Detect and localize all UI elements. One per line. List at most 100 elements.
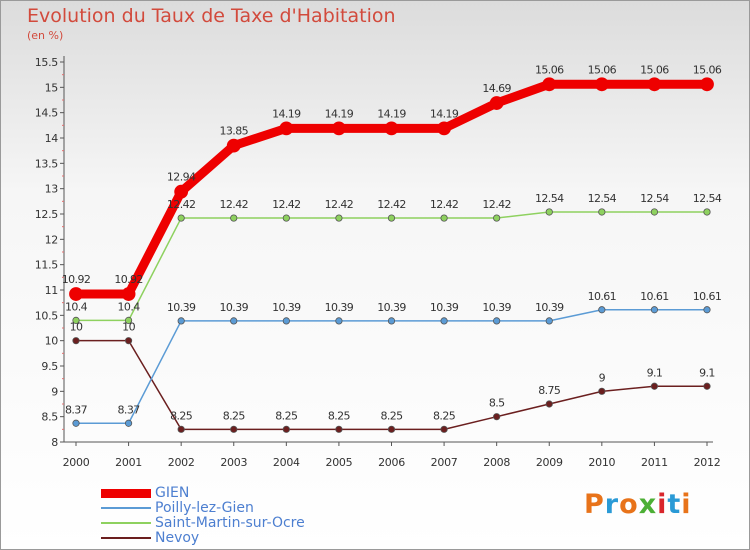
data-point: [703, 382, 711, 390]
x-tick-label: 2000: [63, 456, 90, 469]
legend-swatch: [101, 489, 151, 498]
x-tick-label: 2004: [273, 456, 300, 469]
data-point: [332, 121, 346, 136]
legend-swatch: [101, 522, 151, 524]
y-tick-label: 14: [45, 132, 59, 145]
data-point: [335, 425, 343, 433]
data-label: 13.85: [220, 125, 249, 138]
data-label: 8.25: [275, 409, 298, 422]
data-point: [493, 317, 501, 325]
data-label: 12.42: [220, 198, 249, 211]
data-point: [542, 77, 557, 92]
data-point: [703, 306, 711, 314]
data-point: [72, 337, 80, 345]
data-point: [647, 77, 662, 92]
data-label: 10.61: [588, 290, 617, 303]
data-point: [437, 121, 451, 136]
y-tick-label: 8.5: [41, 411, 58, 424]
legend-label: GIEN: [155, 485, 190, 501]
data-point: [177, 425, 185, 433]
data-label: 12.54: [693, 192, 722, 205]
legend-label: Nevoy: [155, 530, 200, 546]
data-point: [493, 214, 501, 222]
data-point: [598, 306, 606, 314]
data-label: 12.54: [640, 192, 669, 205]
data-label: 12.42: [272, 198, 301, 211]
data-label: 10.39: [377, 301, 406, 314]
data-point: [230, 425, 238, 433]
data-label: 9: [599, 371, 606, 384]
data-point: [440, 425, 448, 433]
logo-letter: P: [584, 489, 605, 520]
data-label: 8.37: [118, 403, 141, 416]
data-point: [282, 317, 290, 325]
logo-letter: x: [638, 489, 658, 520]
data-label: 14.19: [377, 107, 406, 120]
chart-title: Evolution du Taux de Taxe d'Habitation: [27, 5, 396, 27]
data-label: 8.37: [65, 403, 88, 416]
data-point: [230, 214, 238, 222]
unit-label: (en %): [27, 29, 64, 42]
data-point: [177, 317, 185, 325]
data-label: 8.25: [380, 409, 403, 422]
y-tick-label: 15.5: [35, 56, 59, 69]
data-point: [545, 317, 553, 325]
y-tick-label: 11: [45, 284, 58, 297]
data-point: [387, 214, 396, 222]
data-point: [177, 214, 185, 222]
data-label: 14.19: [272, 107, 301, 120]
data-point: [72, 419, 80, 427]
data-label: 14.69: [482, 82, 511, 95]
data-point: [545, 400, 553, 408]
x-tick-label: 2008: [483, 456, 510, 469]
data-label: 10.39: [325, 301, 354, 314]
data-label: 15.06: [640, 63, 669, 76]
x-tick-label: 2001: [115, 456, 142, 469]
x-tick-label: 2007: [431, 456, 458, 469]
x-tick-label: 2002: [168, 456, 195, 469]
data-point: [703, 208, 711, 216]
data-label: 8.25: [328, 409, 351, 422]
data-label: 10.39: [220, 301, 249, 314]
y-tick-label: 9: [51, 385, 58, 398]
legend-swatch: [101, 537, 151, 539]
series-line-Poilly-lez-Gien: [75, 309, 708, 425]
data-label: 9.1: [647, 366, 663, 379]
data-point: [230, 317, 238, 325]
data-label: 10.61: [693, 290, 722, 303]
data-point: [440, 317, 448, 325]
data-label: 10.92: [62, 273, 91, 286]
data-label: 12.42: [377, 198, 406, 211]
data-label: 10.39: [167, 301, 196, 314]
y-tick-label: 12: [45, 233, 58, 246]
data-label: 10.39: [482, 301, 511, 314]
legend-label: Saint-Martin-sur-Ocre: [155, 515, 305, 531]
y-tick-label: 11.5: [35, 259, 59, 272]
data-label: 10.92: [114, 273, 143, 286]
data-point: [594, 77, 609, 92]
x-tick-label: 2011: [641, 456, 668, 469]
data-point: [650, 208, 659, 216]
data-label: 15.06: [693, 63, 722, 76]
data-point: [650, 382, 659, 390]
y-tick-label: 13.5: [35, 157, 59, 170]
x-tick-label: 2003: [220, 456, 247, 469]
data-label: 10.4: [118, 300, 141, 313]
data-point: [124, 316, 133, 324]
data-point: [279, 121, 294, 136]
data-label: 15.06: [535, 63, 564, 76]
data-point: [124, 337, 133, 345]
data-label: 8.75: [538, 384, 561, 397]
x-tick-label: 2005: [326, 456, 353, 469]
data-point: [282, 214, 290, 222]
y-tick-label: 10: [45, 335, 59, 348]
data-label: 10.39: [535, 301, 564, 314]
data-point: [387, 425, 396, 433]
data-point: [387, 317, 396, 325]
data-label: 8.25: [433, 409, 456, 422]
data-label: 12.42: [325, 198, 354, 211]
data-label: 14.19: [325, 107, 354, 120]
data-label: 12.94: [167, 171, 196, 184]
data-point: [335, 214, 343, 222]
